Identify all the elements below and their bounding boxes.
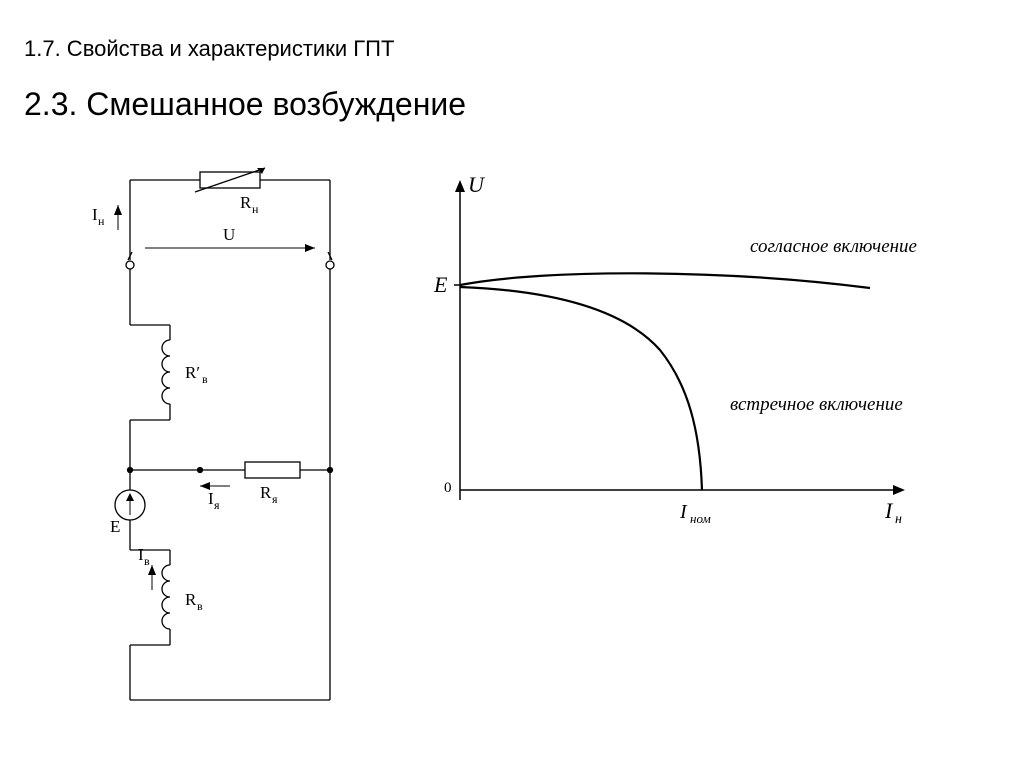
axis-label-Inom-sub: ном — [690, 511, 711, 526]
axis-label-U: U — [468, 172, 486, 197]
axis-label-In: I — [884, 498, 894, 523]
curve-top — [460, 273, 870, 288]
curve-label-bottom: встречное включение — [730, 394, 903, 415]
label-R-ya-sub: я — [272, 492, 278, 506]
axis-label-E: E — [433, 272, 448, 297]
characteristic-chart: U E 0 I ном I н согласное включение встр… — [430, 170, 990, 570]
label-I-n-sub: н — [98, 214, 105, 228]
page: 1.7. Свойства и характеристики ГПТ 2.3. … — [0, 0, 1024, 767]
label-I-ya-sub: я — [214, 498, 220, 512]
circuit-diagram: I н R н U R′ в E I я R я I в R в — [80, 160, 380, 720]
curve-label-top: согласное включение — [750, 236, 917, 257]
label-E: E — [110, 517, 120, 536]
section-number-heading: 1.7. Свойства и характеристики ГПТ — [24, 36, 394, 62]
curve-bottom — [460, 287, 702, 490]
label-R-prime-v: R′ — [185, 363, 200, 382]
label-U: U — [223, 225, 235, 244]
label-R-prime-v-sub: в — [202, 372, 208, 386]
axis-label-In-sub: н — [895, 512, 902, 527]
label-R-ya: R — [260, 483, 272, 502]
subsection-title: 2.3. Смешанное возбуждение — [24, 86, 466, 123]
label-R-v-sub: в — [197, 599, 203, 613]
label-R-v: R — [185, 590, 197, 609]
label-I-v-sub: в — [144, 554, 150, 568]
label-R-n: R — [240, 193, 252, 212]
axis-label-Inom: I — [679, 501, 688, 523]
label-R-n-sub: н — [252, 202, 259, 216]
axis-origin: 0 — [444, 480, 452, 496]
